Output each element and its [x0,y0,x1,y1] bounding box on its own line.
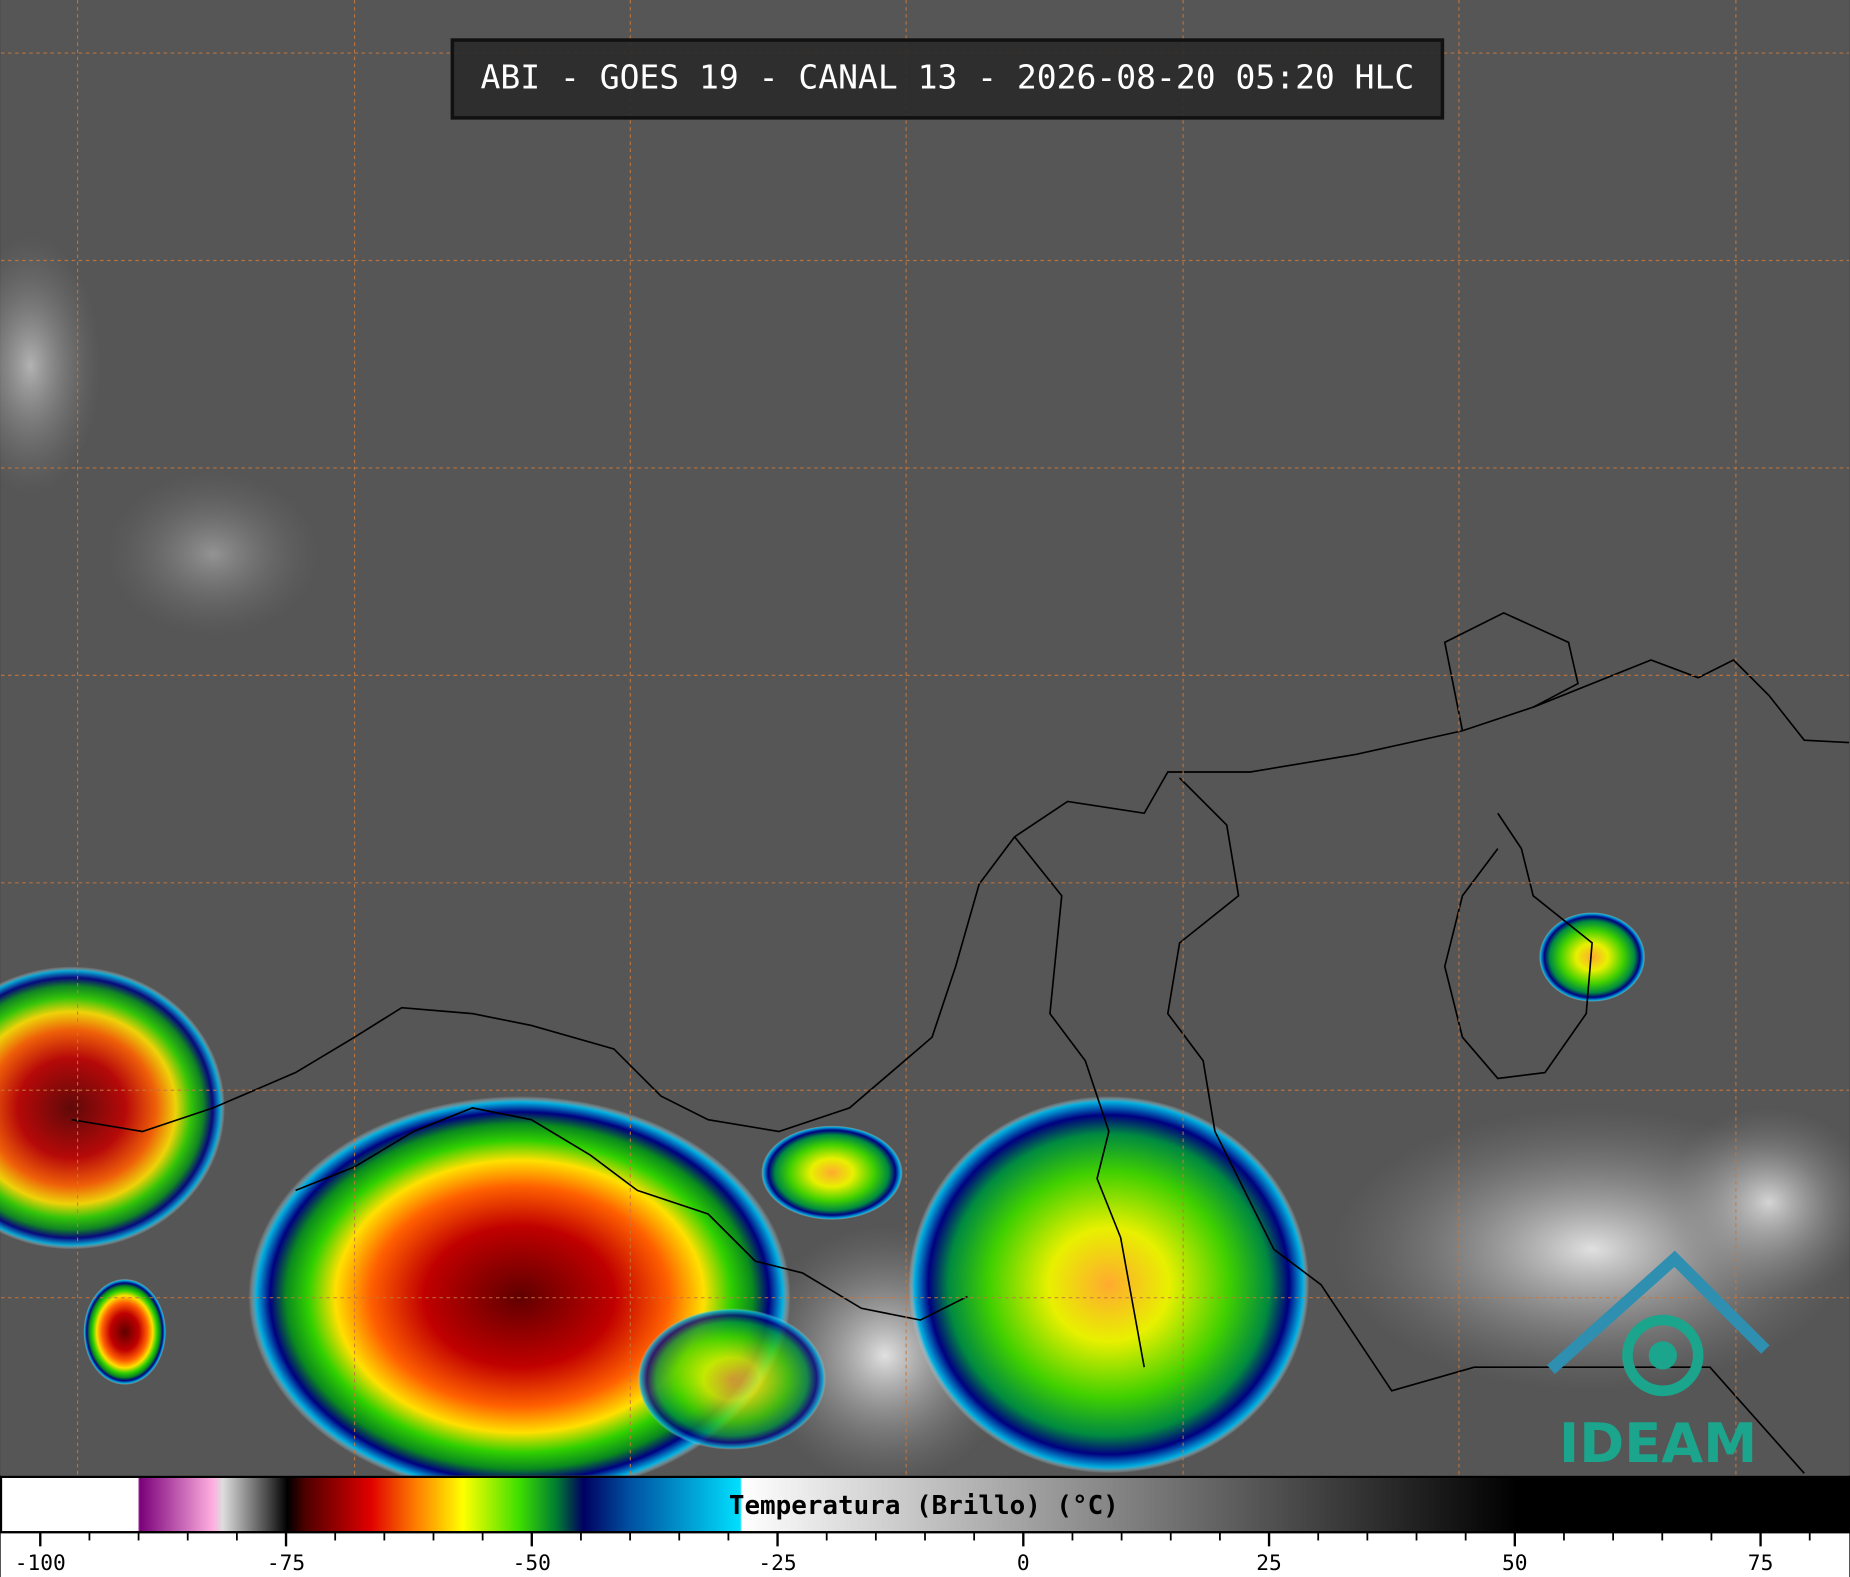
tick-label: 50 [1502,1551,1528,1576]
tick-label: 0 [1017,1551,1030,1576]
tick-label: 75 [1748,1551,1774,1576]
clouds [0,235,1850,1497]
tick-label: 25 [1256,1551,1282,1576]
logo-swirl [1622,1314,1704,1397]
logo-eye [1648,1341,1677,1370]
tick-label: -25 [758,1551,796,1576]
graticule [0,0,1850,1476]
colorbar-label: Temperatura (Brillo) (°C) [729,1491,1119,1521]
colorbar-gradient [0,1475,1850,1534]
title-background [450,38,1445,120]
title-box: ABI - GOES 19 - CANAL 13 - 2026-08-20 05… [450,38,1445,120]
tick-label: -100 [15,1551,66,1576]
logo-roof [1546,1250,1770,1374]
tick-label: -75 [267,1551,305,1576]
colorbar: Temperatura (Brillo) (°C) -100 -75 -50 -25 0… [0,1475,1850,1577]
tick-label: -50 [513,1551,551,1576]
logo-text: IDEAM [1559,1412,1757,1475]
coastlines [71,611,1850,1474]
logo: IDEAM [1546,1250,1770,1475]
title: ABI - GOES 19 - CANAL 13 - 2026-08-20 05… [481,57,1415,96]
